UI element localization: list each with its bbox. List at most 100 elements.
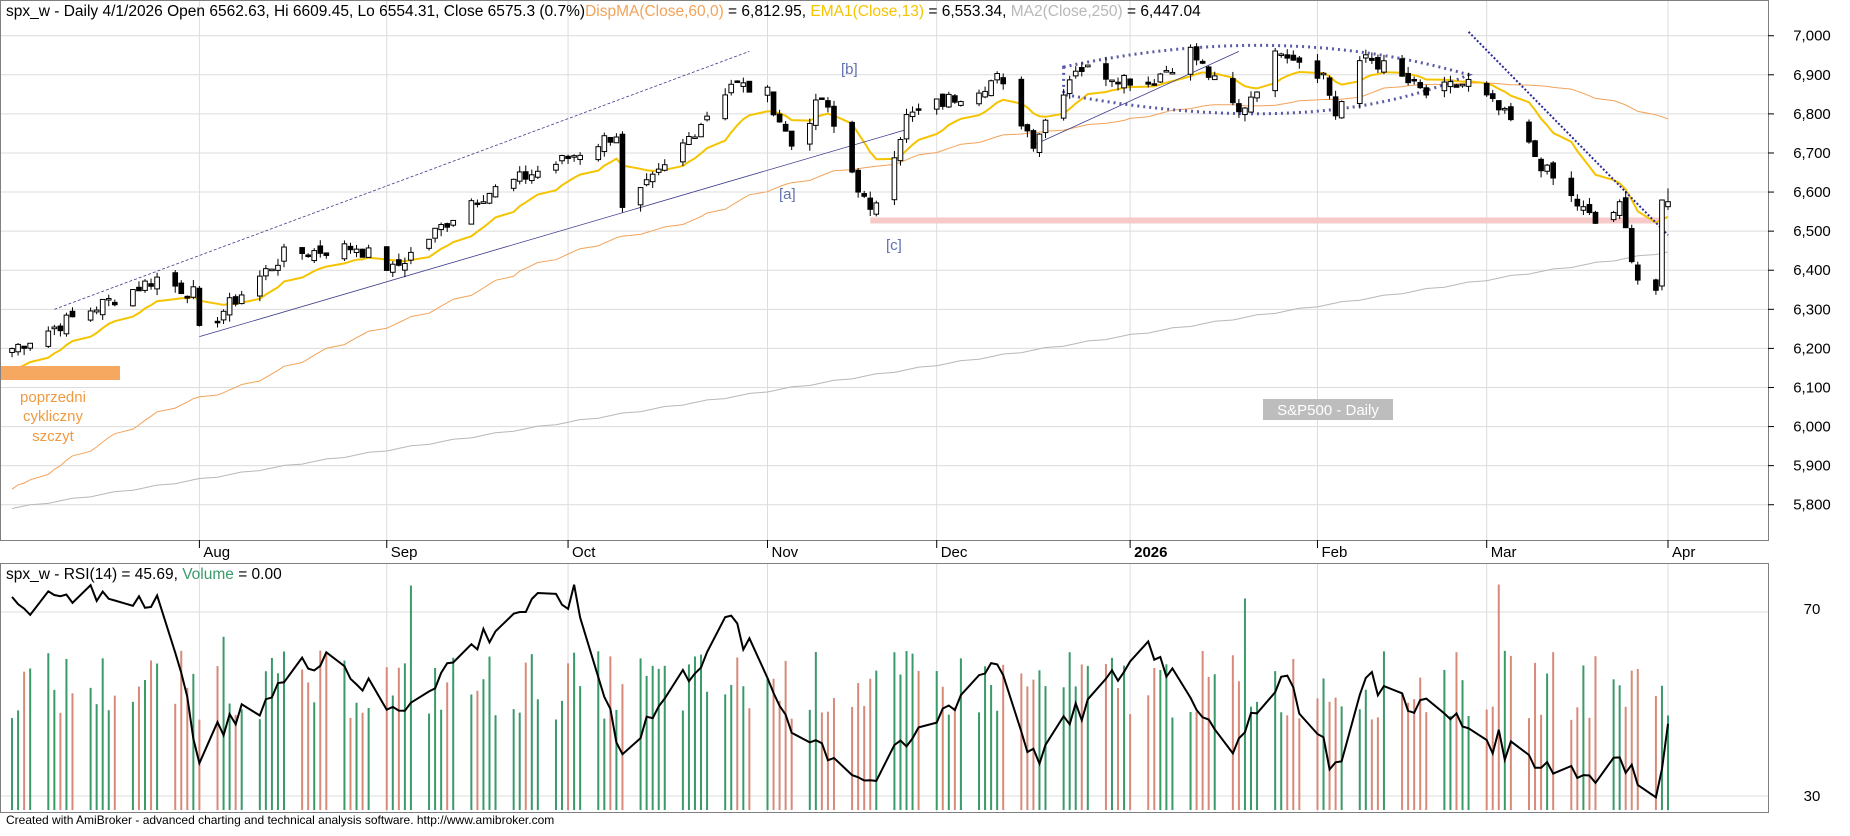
volume-bar [488,656,491,810]
candle-body [1526,121,1532,143]
candle-body [698,123,704,138]
volume-bar [1443,669,1446,810]
candle-body [1405,72,1411,84]
volume-bar [403,663,406,810]
volume-bar [1534,662,1537,810]
candle-body [867,197,874,210]
candle-body [939,93,946,107]
volume-bar [639,658,642,810]
volume-bar [1026,686,1029,810]
candle-body [1060,94,1067,119]
volume-bar [597,651,600,810]
volume-bar [1038,670,1041,810]
candle-body [1278,53,1285,56]
volume-bar [1123,665,1126,810]
volume-bar [706,691,709,810]
volume-bar [917,670,920,810]
ma250-line [11,251,1669,510]
candle-body [1592,211,1599,224]
rsi-header: spx_w - RSI(14) = 45.69, [6,566,182,583]
volume-bar [1358,709,1361,810]
candle-body [220,310,227,321]
volume-bar [1552,652,1555,810]
candle-body [1659,199,1665,287]
volume-bar [1419,677,1422,810]
candle-body [1284,54,1291,59]
candle-body [341,243,348,260]
volume-bar [899,674,902,810]
volume-bar [1280,712,1283,810]
volume-bar [832,698,835,810]
candle-body [426,238,432,249]
volume-bar [1407,702,1410,810]
volume-bar [1207,676,1210,810]
candle-body [1169,71,1176,75]
candle-body [1399,58,1405,77]
volume-bar [494,715,497,810]
volume-bar [1117,688,1120,810]
candle-body [383,246,390,271]
candle-body [214,320,221,324]
candle-body [99,298,106,316]
candle-body [359,248,366,258]
candle-body [1145,81,1152,85]
volume-bar [216,666,219,810]
volume-bar [131,701,134,810]
volume-bar [343,660,346,810]
candle-body [1550,162,1556,179]
candle-body [389,263,396,273]
volume-bar [113,695,116,810]
volume-bar [687,664,690,810]
rsi-tick-30: 30 [1804,788,1821,805]
candle-body [1459,83,1466,87]
candle-body [1187,46,1194,75]
candle-body [311,250,318,262]
candle-body [655,168,662,173]
candle-body [1030,130,1037,149]
candle-body [1441,81,1448,92]
volume-bar [953,707,956,810]
indicator-panel-header: spx_w - RSI(14) = 45.69, Volume = 0.00 [6,566,282,583]
volume-bar [573,652,576,810]
candle-body [111,301,118,306]
volume-bar [1274,671,1277,810]
candle-body [637,187,644,206]
candle-body [831,105,837,127]
volume-bar [561,700,564,810]
candle-body [27,342,33,349]
candle-body [577,154,583,161]
volume-bar [1382,651,1385,810]
candle-body [1121,74,1127,89]
volume-bar [778,700,781,810]
y-label-6700: 6,700 [1793,145,1831,162]
candle-body [396,259,402,266]
volume-bar [530,654,533,810]
volume-bar [518,712,521,810]
candle-body [323,252,330,256]
volume-bar [1002,664,1005,810]
candle-body [408,251,414,261]
candle-body [450,219,457,226]
volume-bar [730,684,733,810]
volume-bar [1195,711,1198,810]
candle-body [1447,81,1454,88]
candle-body [1417,82,1424,89]
volume-bar [1298,718,1301,810]
candle-body [269,268,275,272]
volume-bar [1165,664,1168,810]
candle-body [178,282,185,295]
candle-body [734,80,741,83]
candle-body [1453,84,1460,88]
volume-bar [1588,717,1591,810]
candle-body [263,268,269,277]
candle-body [15,343,21,353]
volume-bar [71,693,74,810]
volume-bar [814,651,817,810]
candle-body [1356,60,1363,105]
candle-body [559,155,565,162]
volume-bar [107,710,110,810]
volume-bar [1660,685,1663,810]
candle-body [1205,66,1212,78]
volume-bar [603,718,606,810]
